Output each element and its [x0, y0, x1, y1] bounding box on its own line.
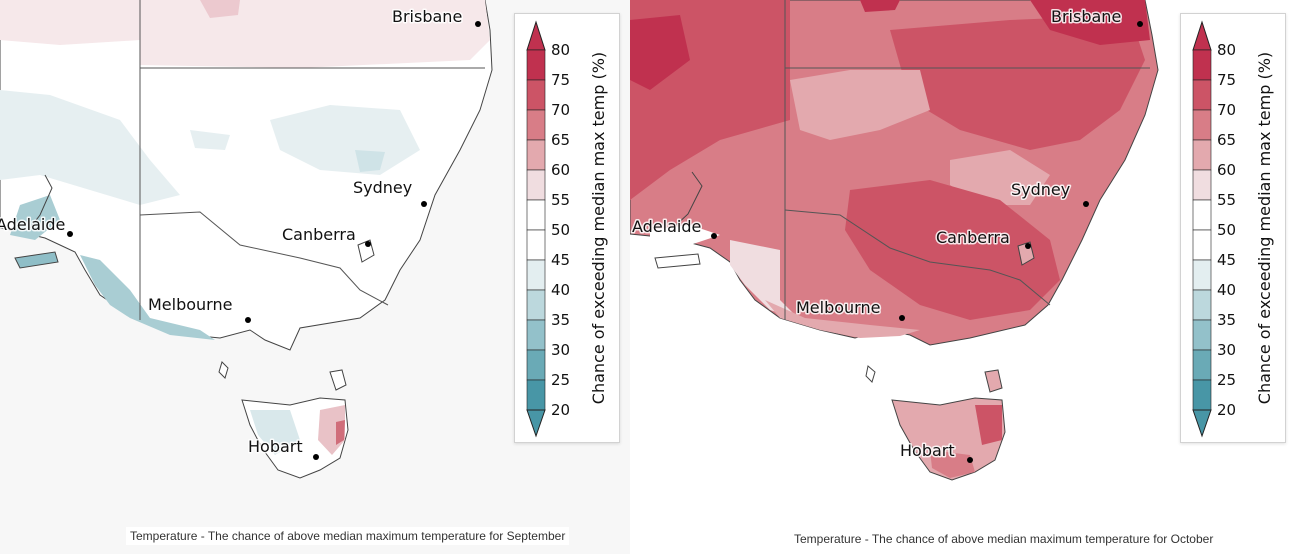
september-legend: 80 75 70 65 60 55 50 45 40 35 30 25 20 C…	[514, 13, 620, 443]
city-adelaide: Adelaide	[631, 216, 717, 239]
svg-text:Brisbane: Brisbane	[392, 7, 462, 26]
city-adelaide: Adelaide	[0, 214, 73, 237]
legend-title: Chance of exceeding median max temp (%)	[1255, 51, 1274, 405]
city-sydney: Sydney	[352, 177, 427, 207]
svg-text:Melbourne: Melbourne	[796, 298, 880, 317]
city-melbourne: Melbourne	[147, 294, 251, 323]
tick-60: 60	[551, 161, 570, 179]
tick-25: 25	[1217, 371, 1236, 389]
legend-colorbar: 80 75 70 65 60 55 50 45 40 35 30 25 20	[1192, 20, 1236, 438]
svg-text:Canberra: Canberra	[282, 225, 356, 244]
tick-40: 40	[1217, 281, 1236, 299]
svg-text:Melbourne: Melbourne	[148, 295, 232, 314]
city-brisbane: Brisbane	[391, 6, 481, 28]
tick-30: 30	[551, 341, 570, 359]
october-legend: 80 75 70 65 60 55 50 45 40 35 30 25 20 C…	[1180, 13, 1286, 443]
svg-text:Canberra: Canberra	[936, 228, 1010, 247]
mainland	[0, 0, 493, 351]
tick-50: 50	[1217, 221, 1236, 239]
tick-70: 70	[551, 101, 570, 119]
tick-80: 80	[551, 41, 570, 59]
city-canberra: Canberra	[281, 224, 371, 247]
tick-75: 75	[1217, 71, 1236, 89]
tick-20: 20	[1217, 401, 1236, 419]
city-hobart: Hobart	[247, 436, 319, 460]
october-city-layer: Brisbane Sydney Canberra Adelaide Melbou…	[631, 6, 1143, 463]
city-canberra: Canberra	[935, 227, 1031, 249]
svg-text:Adelaide: Adelaide	[0, 215, 65, 234]
tick-35: 35	[551, 311, 570, 329]
tick-65: 65	[551, 131, 570, 149]
september-caption: Temperature - The chance of above median…	[126, 527, 570, 545]
tick-40: 40	[551, 281, 570, 299]
tick-30: 30	[1217, 341, 1236, 359]
city-sydney: Sydney	[1010, 179, 1089, 207]
legend-title: Chance of exceeding median max temp (%)	[589, 51, 608, 405]
tick-80: 80	[1217, 41, 1236, 59]
tick-55: 55	[551, 191, 570, 209]
svg-text:Hobart: Hobart	[900, 441, 955, 460]
tasmania	[891, 397, 1006, 481]
city-brisbane: Brisbane	[1050, 6, 1143, 28]
september-map-panel: Brisbane Sydney Canberra Adelaide Melbou…	[0, 0, 630, 554]
tick-75: 75	[551, 71, 570, 89]
city-melbourne: Melbourne	[795, 297, 905, 321]
svg-text:Sydney: Sydney	[1011, 180, 1070, 199]
september-city-layer: Brisbane Sydney Canberra Adelaide Melbou…	[0, 6, 481, 460]
tick-25: 25	[551, 371, 570, 389]
svg-text:Sydney: Sydney	[353, 178, 412, 197]
tick-50: 50	[551, 221, 570, 239]
svg-text:Hobart: Hobart	[248, 437, 303, 456]
svg-text:Adelaide: Adelaide	[632, 217, 701, 236]
october-map-panel: Brisbane Sydney Canberra Adelaide Melbou…	[630, 0, 1298, 554]
tick-45: 45	[1217, 251, 1236, 269]
city-hobart: Hobart	[899, 440, 973, 463]
tick-70: 70	[1217, 101, 1236, 119]
tick-60: 60	[1217, 161, 1236, 179]
tick-65: 65	[1217, 131, 1236, 149]
legend-colorbar: 80 75 70 65 60 55 50 45 40 35 30 25 20	[526, 20, 570, 438]
svg-text:Brisbane: Brisbane	[1051, 7, 1121, 26]
tick-20: 20	[551, 401, 570, 419]
tick-35: 35	[1217, 311, 1236, 329]
tick-45: 45	[551, 251, 570, 269]
tick-55: 55	[1217, 191, 1236, 209]
october-caption: Temperature - The chance of above median…	[790, 530, 1218, 548]
